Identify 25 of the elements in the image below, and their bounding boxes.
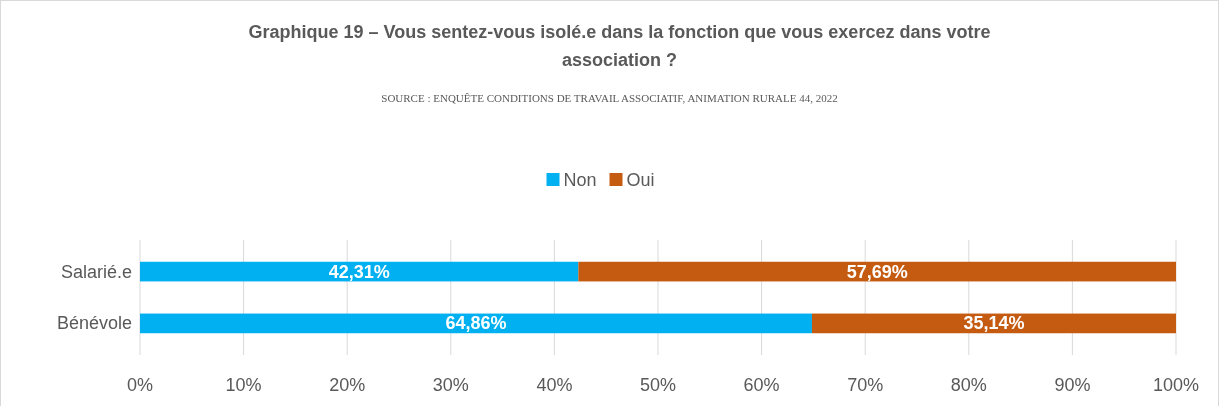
x-tick-label: 80% bbox=[950, 375, 987, 395]
bar bbox=[140, 261, 579, 282]
x-tick-label: 20% bbox=[329, 375, 366, 395]
legend-label: Oui bbox=[626, 170, 655, 190]
bar bbox=[811, 313, 1176, 334]
x-tick-label: 0% bbox=[126, 375, 154, 395]
chart-subtitle: SOURCE : ENQUÊTE CONDITIONS DE TRAVAIL ASSOCIATIF, ANIMATION RURALE 44, 2022 bbox=[381, 92, 838, 104]
x-tick-label: 100% bbox=[1152, 375, 1200, 395]
bar bbox=[140, 313, 812, 334]
y-tick-label: Bénévole bbox=[56, 313, 132, 334]
chart-title: Graphique 19 – Vous sentez-vous isolé.e dans la fonction que vous exercez dans votre association ? bbox=[248, 22, 991, 70]
x-tick-label: 90% bbox=[1054, 375, 1091, 395]
x-tick-label: 50% bbox=[639, 375, 677, 395]
data-label: 64,86% bbox=[445, 313, 507, 334]
x-tick-label: 10% bbox=[225, 375, 262, 395]
data-label: 42,31% bbox=[328, 261, 390, 282]
legend-label: Non bbox=[563, 170, 597, 190]
x-tick-label: 60% bbox=[743, 375, 780, 395]
y-tick-label: Salarié.e bbox=[60, 261, 132, 282]
bar bbox=[578, 261, 1176, 282]
x-tick-label: 30% bbox=[432, 375, 469, 395]
x-tick-label: 40% bbox=[536, 375, 573, 395]
x-tick-label: 70% bbox=[847, 375, 884, 395]
data-label: 57,69% bbox=[846, 261, 908, 282]
data-label: 35,14% bbox=[963, 313, 1025, 334]
